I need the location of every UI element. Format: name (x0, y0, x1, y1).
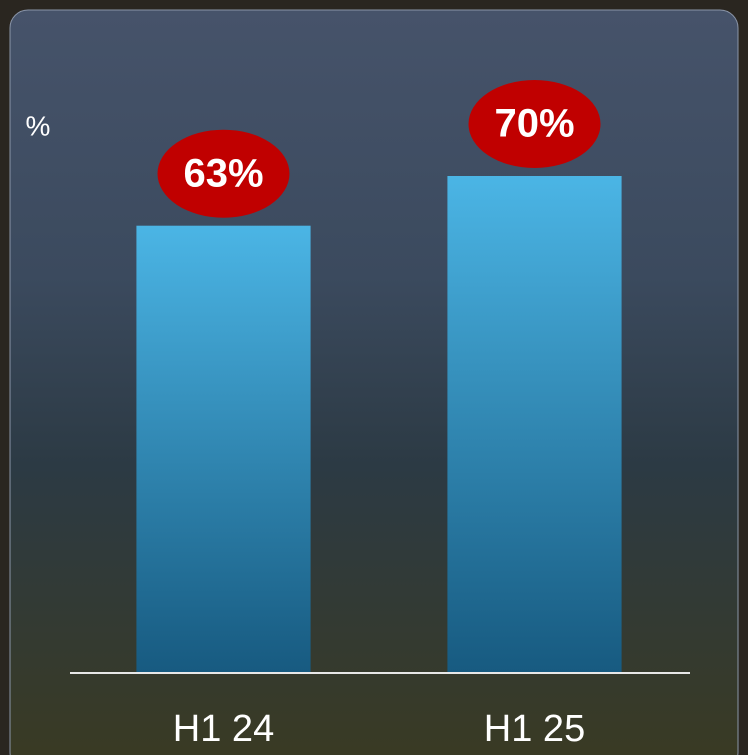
x-tick-label: H1 25 (484, 708, 585, 750)
bar (447, 176, 622, 673)
panel (9, 9, 739, 755)
value-label-badge (468, 80, 601, 168)
value-label: 70% (494, 102, 574, 146)
y-axis-label: % (26, 110, 51, 141)
value-label-badge (157, 129, 290, 218)
bar (136, 225, 311, 673)
x-tick-label: H1 24 (173, 708, 274, 750)
value-label: 63% (183, 151, 263, 195)
